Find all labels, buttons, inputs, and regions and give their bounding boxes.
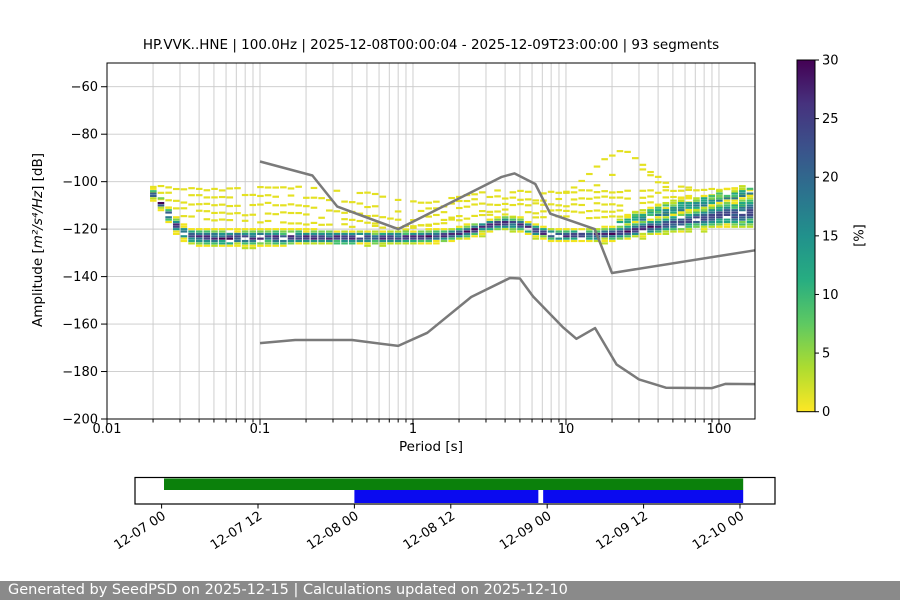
x-tick-label: 10: [558, 422, 575, 437]
y-tick-label: −100: [62, 175, 98, 190]
timeline-tick-label: 12-09 00: [497, 509, 554, 553]
y-tick-label: −140: [62, 270, 98, 285]
noise-model-lower-line: [259, 276, 756, 390]
x-tick-label: 100: [707, 422, 732, 437]
coverage-timeline: 12-07 00 12-07 12 12-08 00 12-08 12 12-09 00…: [112, 476, 776, 553]
y-axis-label-math: m²/s⁴/Hz: [30, 190, 46, 249]
colorbar-tick-label: 20: [822, 171, 839, 186]
psd-span-blue: [354, 490, 539, 503]
timeline-tick-label: 12-10 00: [690, 509, 747, 553]
psd-figure-svg: 0.01 0.1 1 10 100−60−80−100−120−140−160−180−…: [62, 54, 839, 554]
timeline-tick-label: 12-08 12: [401, 509, 458, 553]
timeline-tick-label: 12-08 00: [304, 509, 361, 553]
colorbar-tick-label: 5: [822, 347, 830, 362]
y-tick-label: −180: [62, 365, 98, 380]
timeline-tick-label: 12-07 00: [112, 509, 169, 553]
x-axis-label: Period [s]: [399, 439, 463, 455]
colorbar-tick-label: 10: [822, 288, 839, 303]
x-tick-label: 1: [409, 422, 417, 437]
chart-title: HP.VVK..HNE | 100.0Hz | 2025-12-08T00:00…: [142, 37, 720, 53]
colorbar-tick-label: 25: [822, 112, 839, 127]
noise-model-upper-line: [259, 160, 756, 275]
y-axis-label-prefix: Amplitude [: [30, 248, 46, 328]
colorbar-tick-label: 15: [822, 229, 839, 244]
footer-bar: Generated by SeedPSD on 2025-12-15 | Cal…: [0, 581, 900, 600]
x-tick-label: 0.1: [250, 422, 271, 437]
ppsd-histogram: [150, 150, 754, 250]
y-tick-label: −60: [71, 80, 98, 95]
y-tick-label: −200: [62, 413, 98, 428]
colorbar: 0 5 10 15 20 25 30: [796, 54, 839, 420]
y-tick-label: −160: [62, 318, 98, 333]
y-tick-label: −80: [71, 128, 98, 143]
colorbar-tick-label: 0: [822, 405, 830, 420]
y-axis-label: Amplitude [m²/s⁴/Hz] [dB]: [30, 130, 46, 350]
colorbar-tick-label: 30: [822, 54, 839, 69]
y-axis-label-suffix: ] [dB]: [30, 152, 46, 191]
psd-span-blue: [543, 490, 744, 503]
colorbar-label: [%]: [852, 224, 868, 247]
timeline-tick-label: 12-09 12: [594, 509, 651, 553]
coverage-span-green: [164, 478, 744, 490]
plot-axes: 0.01 0.1 1 10 100 −60 −80 −100 −120 −140 −160 −180 −…: [62, 62, 756, 437]
timeline-tick-label: 12-07 12: [208, 509, 265, 553]
y-tick-label: −120: [62, 223, 98, 238]
footer-text: Generated by SeedPSD on 2025-12-15 | Cal…: [8, 582, 568, 598]
x-tick-label: 0.01: [93, 422, 122, 437]
